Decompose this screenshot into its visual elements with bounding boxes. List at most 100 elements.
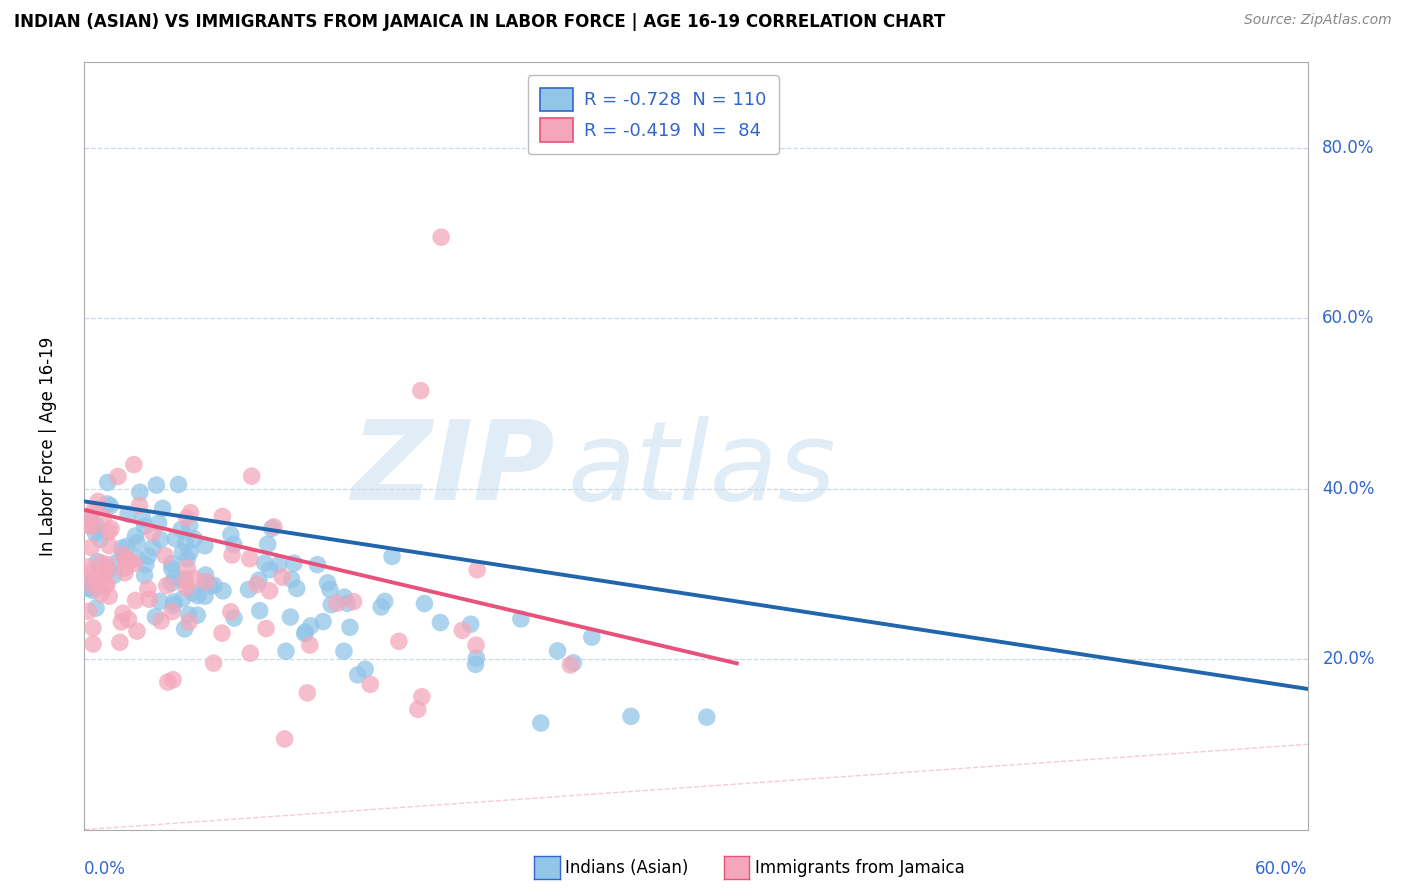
Point	[294, 626, 316, 640]
Point	[150, 614, 173, 628]
Point	[187, 589, 209, 603]
Text: INDIAN (ASIAN) VS IMMIGRANTS FROM JAMAICA IN LABOR FORCE | AGE 16-19 CORRELATION: INDIAN (ASIAN) VS IMMIGRANTS FROM JAMAIC…	[14, 13, 945, 31]
Point	[299, 619, 322, 633]
Point	[321, 598, 343, 612]
Point	[174, 572, 197, 586]
Point	[530, 716, 553, 731]
Point	[162, 598, 184, 612]
Point	[84, 526, 107, 541]
Point	[176, 561, 198, 575]
Point	[111, 541, 134, 555]
Point	[346, 668, 368, 682]
Point	[263, 520, 285, 534]
Point	[114, 561, 136, 575]
Point	[176, 552, 198, 566]
Point	[413, 597, 436, 611]
Text: Source: ZipAtlas.com: Source: ZipAtlas.com	[1244, 13, 1392, 28]
Point	[128, 499, 150, 513]
Text: 60.0%: 60.0%	[1322, 310, 1375, 327]
Point	[221, 548, 243, 562]
Point	[173, 622, 195, 636]
Point	[86, 519, 108, 533]
Point	[316, 575, 339, 590]
Point	[547, 644, 569, 658]
Point	[136, 549, 159, 563]
Legend: R = -0.728  N = 110, R = -0.419  N =  84: R = -0.728 N = 110, R = -0.419 N = 84	[527, 75, 779, 154]
Point	[87, 577, 110, 591]
Point	[172, 545, 194, 559]
Point	[239, 551, 262, 566]
Point	[96, 577, 118, 591]
Point	[142, 525, 165, 540]
Point	[160, 576, 183, 591]
Point	[202, 578, 225, 592]
Point	[162, 673, 184, 687]
Point	[170, 522, 193, 536]
Point	[117, 612, 139, 626]
Point	[103, 568, 125, 582]
Point	[581, 630, 603, 644]
Point	[179, 506, 201, 520]
Point	[174, 574, 197, 588]
Point	[239, 646, 262, 660]
Point	[97, 524, 120, 539]
Point	[181, 585, 204, 599]
Point	[339, 620, 361, 634]
Point	[283, 556, 305, 570]
Point	[374, 594, 396, 608]
Point	[156, 675, 179, 690]
Point	[152, 501, 174, 516]
Point	[93, 565, 115, 579]
Point	[108, 635, 131, 649]
Point	[179, 615, 201, 629]
Point	[176, 511, 198, 525]
Point	[167, 477, 190, 491]
Point	[156, 578, 179, 592]
Point	[354, 662, 377, 676]
Point	[465, 651, 488, 665]
Point	[110, 615, 132, 629]
Text: In Labor Force | Age 16-19: In Labor Force | Age 16-19	[38, 336, 56, 556]
Point	[194, 574, 217, 589]
Point	[336, 596, 359, 610]
Point	[172, 591, 194, 606]
Point	[114, 566, 136, 580]
Point	[89, 532, 111, 546]
Point	[219, 605, 242, 619]
Point	[267, 558, 290, 572]
Point	[211, 509, 233, 524]
Point	[79, 518, 101, 533]
Point	[240, 469, 263, 483]
Point	[509, 612, 531, 626]
Point	[254, 622, 277, 636]
Point	[118, 554, 141, 568]
Point	[194, 539, 217, 553]
Point	[294, 625, 316, 640]
Point	[77, 604, 100, 618]
Point	[131, 512, 153, 526]
Point	[145, 478, 167, 492]
Point	[165, 532, 187, 546]
Point	[160, 605, 183, 619]
Point	[211, 626, 233, 640]
Point	[115, 553, 138, 567]
Point	[333, 644, 356, 658]
Point	[298, 638, 321, 652]
Point	[195, 574, 218, 589]
Point	[280, 610, 302, 624]
Text: atlas: atlas	[568, 416, 837, 523]
Point	[465, 563, 488, 577]
Point	[124, 593, 146, 607]
Point	[127, 551, 149, 566]
Point	[77, 566, 100, 581]
Point	[134, 568, 156, 582]
Point	[77, 578, 100, 592]
Point	[115, 539, 138, 553]
Point	[83, 502, 105, 516]
Point	[219, 527, 242, 541]
Point	[125, 535, 148, 549]
Point	[77, 582, 100, 596]
Point	[194, 589, 217, 603]
Point	[82, 583, 104, 598]
Point	[80, 519, 103, 533]
